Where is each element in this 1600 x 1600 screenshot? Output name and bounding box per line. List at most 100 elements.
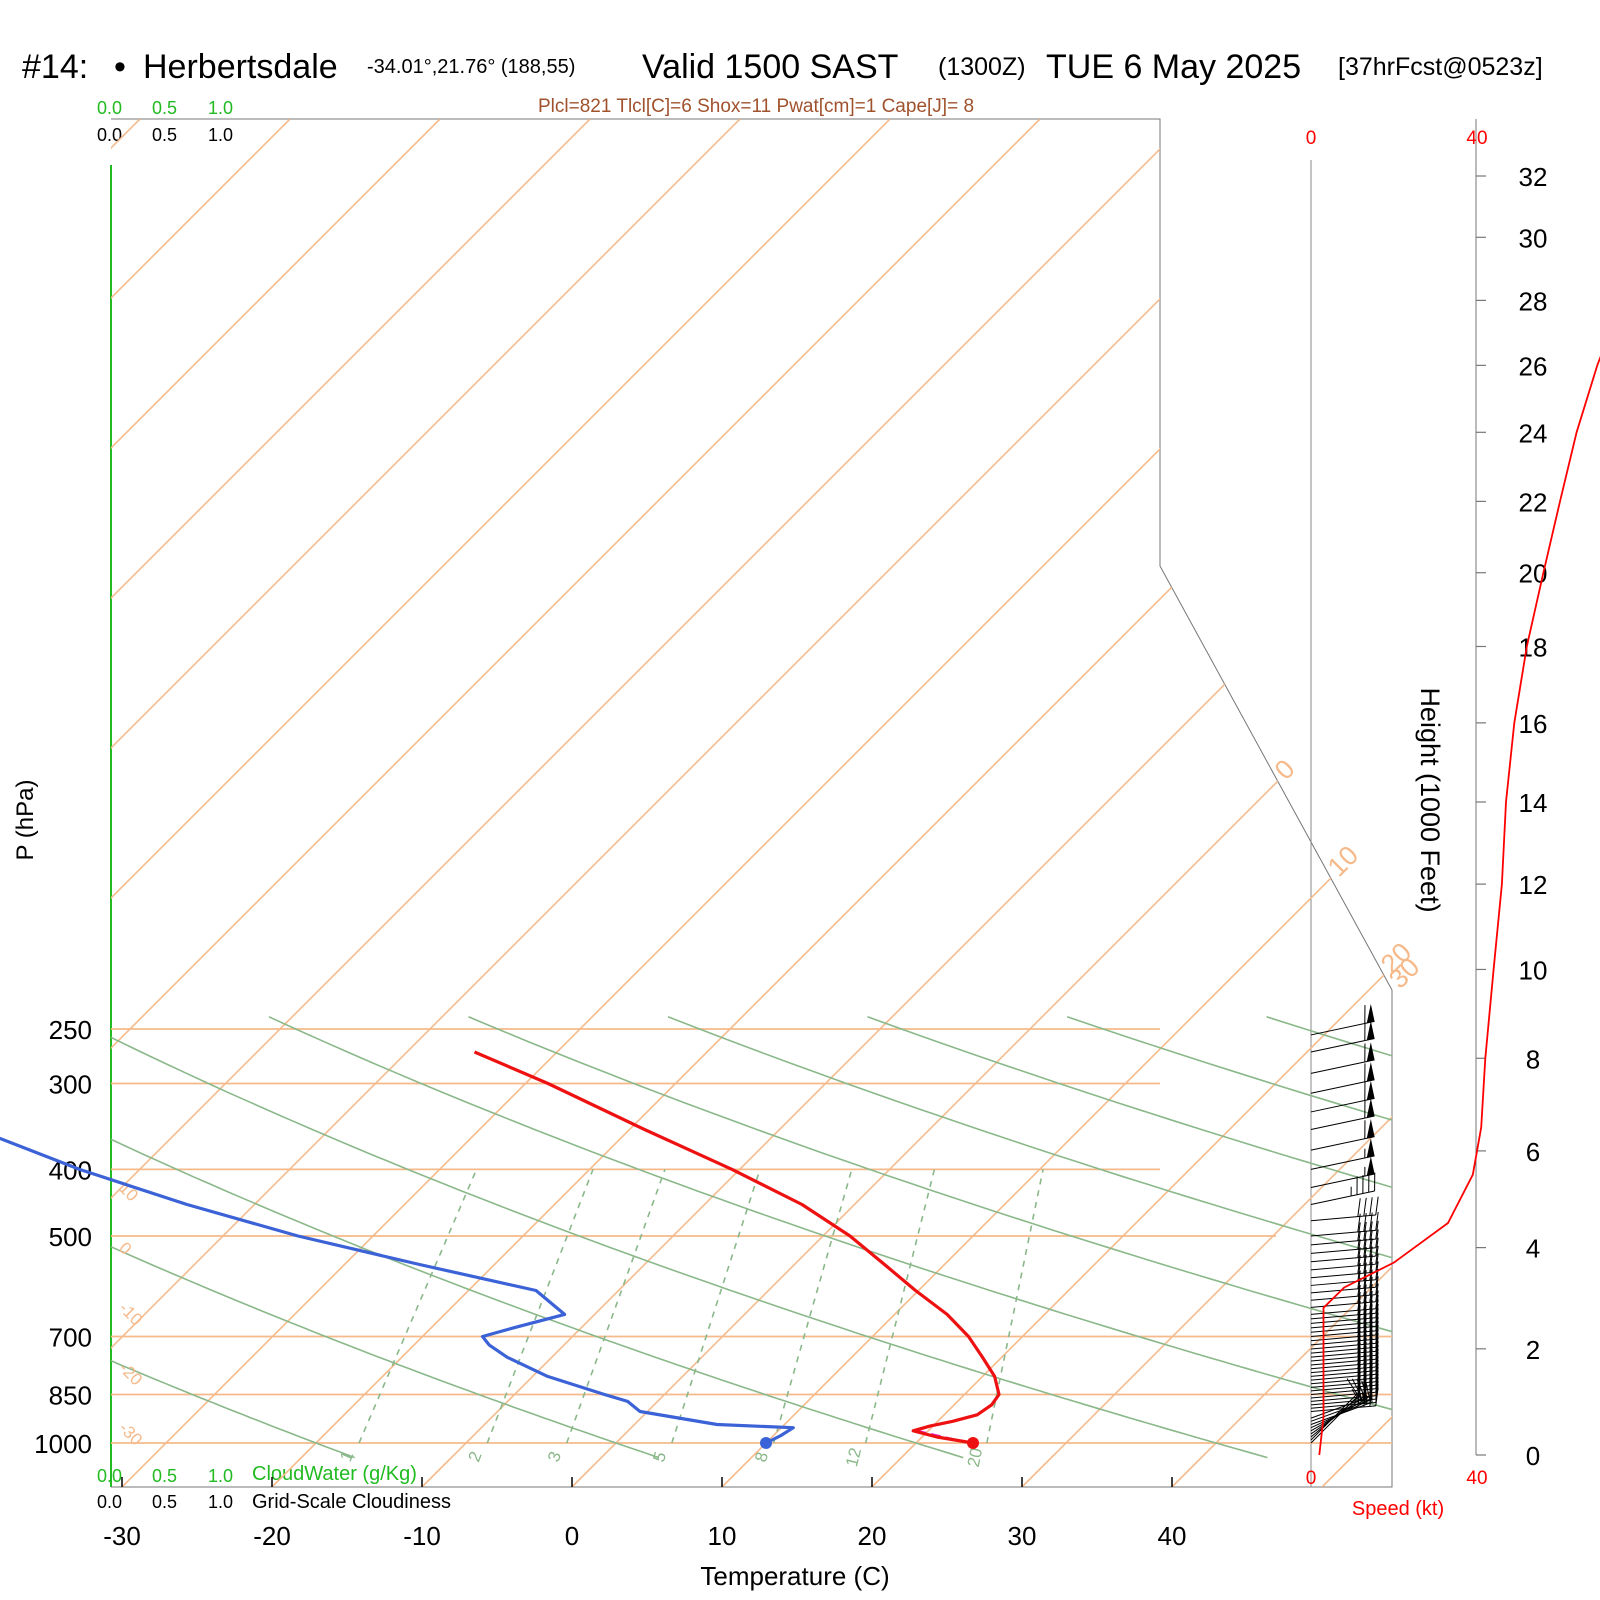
isotherm-line — [571, 119, 1392, 1487]
surface-dewpoint-point — [760, 1437, 772, 1449]
height-tick-label: 14 — [1519, 788, 1548, 818]
speed-ticks: 0040408080120120 — [1306, 128, 1488, 1489]
cloud-tick-bottom-black: 0.0 — [97, 1492, 122, 1512]
wind-barb-staff — [1310, 1271, 1376, 1279]
wind-barb-pennant — [1366, 1156, 1375, 1176]
wind-barb-staff — [1310, 1321, 1376, 1329]
height-tick-label: 0 — [1526, 1441, 1540, 1471]
cloud-tick-top-green: 0.5 — [152, 98, 177, 118]
wind-barb-staff — [1310, 1115, 1375, 1130]
wind-barb — [1310, 1212, 1379, 1237]
cloud-tick-bottom-black: 1.0 — [208, 1492, 233, 1512]
wind-barb-staff — [1310, 1312, 1376, 1320]
wind-barb — [1310, 1237, 1379, 1263]
wind-barb-feather — [1375, 1253, 1379, 1273]
mixing-ratio-label: 20 — [964, 1446, 986, 1468]
wind-barb-feather — [1375, 1303, 1379, 1323]
wind-barb-feather — [1363, 1321, 1367, 1341]
dry-adiabat-line — [111, 1359, 355, 1459]
cloud-tick-bottom-green: 0.0 — [97, 1466, 122, 1486]
wind-barb-feather — [1375, 1237, 1379, 1257]
wind-barb — [1310, 1325, 1379, 1350]
wind-barb-feather — [1363, 1254, 1367, 1274]
zulu-time: (1300Z) — [938, 53, 1026, 81]
height-tick-label: 2 — [1526, 1335, 1540, 1365]
wind-barb-staff — [1310, 1326, 1376, 1333]
wind-barb-feather — [1369, 1329, 1373, 1349]
x-tick-label: 0 — [565, 1521, 579, 1551]
isotherm-label: -10 — [115, 1298, 146, 1329]
wind-barb-staff — [1310, 1405, 1376, 1413]
sounding-profiles — [0, 355, 1600, 1456]
wind-barb-feather — [1363, 1345, 1367, 1365]
wind-barb-pennant — [1366, 1042, 1375, 1062]
wind-barb-feather — [1375, 1299, 1379, 1318]
forecast-date: TUE 6 May 2025 — [1046, 48, 1301, 86]
wind-barb-feather — [1357, 1198, 1361, 1217]
wind-barb-feather — [1346, 1378, 1358, 1395]
temperature-ticks: -30 -20 -10 0 10 20 30 40 — [103, 1477, 1186, 1551]
wind-barb — [1310, 1320, 1379, 1346]
cloud-tick-bottom-black: 0.5 — [152, 1492, 177, 1512]
wind-barb-feather — [1363, 1326, 1367, 1345]
wind-barb-pennant — [1366, 1118, 1375, 1139]
wind-barb-staff — [1310, 1398, 1376, 1406]
wind-barb-feather — [1375, 1344, 1379, 1364]
valid-time: Valid 1500 SAST — [642, 48, 898, 86]
pressure-tick-label: 500 — [49, 1222, 92, 1252]
wind-barb-staff — [1310, 1401, 1373, 1425]
wind-barb-staff — [1310, 1358, 1376, 1366]
wind-barb-staff — [1310, 1097, 1375, 1113]
wind-barb-feather — [1363, 1341, 1367, 1361]
wind-barb-feather — [1357, 1262, 1361, 1282]
wind-barb — [1310, 1080, 1375, 1113]
isotherm-line — [121, 119, 1392, 1487]
wind-barb-feather — [1357, 1291, 1361, 1311]
wind-barb-staff — [1310, 1370, 1376, 1377]
cloud-tick-bottom-green: 1.0 — [208, 1466, 233, 1486]
isotherm-line — [111, 119, 741, 1487]
wind-barb-pennant — [1366, 1003, 1375, 1024]
dewpoint-line — [0, 1136, 795, 1445]
cloudwater-label: CloudWater (g/Kg) — [252, 1463, 417, 1485]
dry-adiabat-line — [268, 1016, 1392, 1411]
wind-barb-staff — [1310, 1342, 1376, 1350]
wind-barb-feather — [1357, 1342, 1361, 1361]
wind-barb-feather — [1369, 1246, 1373, 1265]
dry-adiabat-line — [111, 1245, 660, 1459]
isotherm-line — [111, 119, 591, 1487]
stability-indices: Plcl=821 Tlcl[C]=6 Shox=11 Pwat[cm]=1 Ca… — [538, 96, 974, 117]
speed-tick-label: 0 — [1306, 1468, 1317, 1489]
wind-barb-staff — [1310, 1346, 1376, 1354]
wind-barb-staff — [1310, 1229, 1376, 1237]
wind-barb — [1310, 1245, 1379, 1271]
wind-barb-feather — [1375, 1329, 1379, 1348]
wind-barb-feather — [1369, 1345, 1373, 1364]
wind-barb-feather — [1369, 1261, 1373, 1281]
station-name: Herbertsdale — [143, 48, 338, 86]
wind-barb-feather — [1369, 1238, 1373, 1257]
isotherm-label: -30 — [115, 1418, 146, 1449]
height-axis-label: Height (1000 Feet) — [1415, 687, 1445, 912]
wind-barb-feather — [1375, 1308, 1379, 1327]
wind-barb — [1310, 1290, 1379, 1315]
wind-barb-staff — [1310, 1155, 1375, 1170]
wind-barbs — [1310, 1003, 1379, 1444]
wind-barb-feather — [1357, 1296, 1361, 1315]
speed-tick-label: 40 — [1466, 1468, 1487, 1489]
x-tick-label: 30 — [1008, 1521, 1037, 1551]
wind-barb-staff — [1310, 1338, 1376, 1346]
station-id: #14: — [22, 48, 88, 86]
wind-barb-staff — [1310, 1079, 1375, 1094]
y-axis-label: P (hPa) — [12, 780, 39, 861]
wind-barb-staff — [1310, 1395, 1376, 1402]
isotherm-line — [1021, 119, 1392, 1487]
wind-barb-feather — [1375, 1212, 1379, 1231]
wind-barb-feather — [1363, 1330, 1367, 1349]
wind-barb — [1310, 1118, 1375, 1151]
wind-barb-feather — [1363, 1246, 1367, 1266]
x-tick-label: -10 — [403, 1521, 441, 1551]
wind-barb-staff — [1310, 1388, 1376, 1395]
isotherms — [111, 119, 1392, 1487]
wind-barb-staff — [1310, 1263, 1376, 1271]
